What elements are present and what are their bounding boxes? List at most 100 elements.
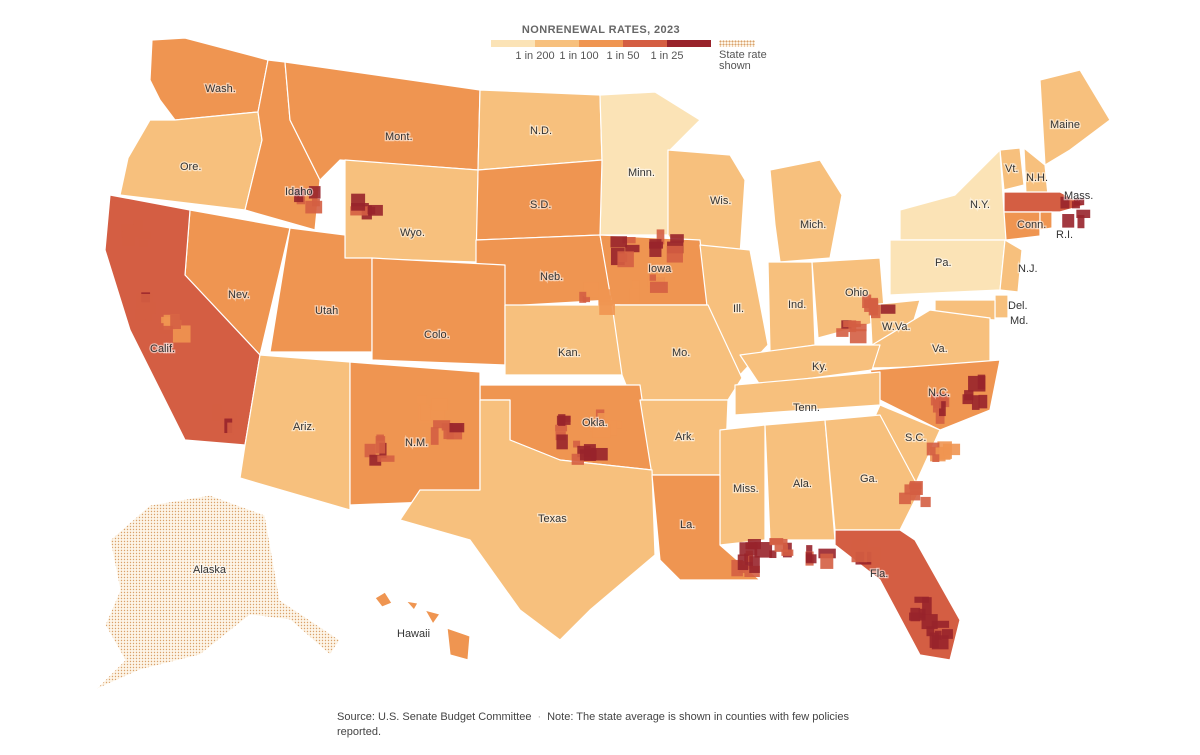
county-cell [856, 539, 868, 548]
county-cell [852, 540, 861, 548]
county-cell [939, 401, 946, 417]
state-shape-texas [399, 399, 656, 641]
county-cell [922, 597, 932, 615]
state-label-texas: Texas [538, 513, 567, 525]
legend-swatch-1 [491, 40, 535, 47]
state-label-ariz: Ariz. [293, 421, 315, 433]
state-shape-ga [824, 414, 921, 531]
state-label-tenn: Tenn. [793, 402, 820, 414]
county-cell [670, 234, 684, 243]
county-cell [656, 229, 665, 245]
state-shape-n-j [999, 239, 1023, 293]
county-cell [420, 404, 429, 421]
state-label-md: Md. [1010, 315, 1028, 327]
state-label-la: La. [680, 519, 695, 531]
county-cell [880, 304, 896, 314]
county-cell [135, 309, 146, 320]
county-cell [350, 206, 369, 216]
state-label-colo: Colo. [424, 329, 450, 341]
state-shape-conn [1003, 211, 1041, 241]
county-cell [556, 415, 571, 425]
note-text: Note: The state average is shown in coun… [337, 711, 849, 738]
county-cell [573, 440, 581, 448]
state-label-iowa: Iowa [648, 263, 672, 275]
state-label-mass: Mass. [1064, 190, 1093, 202]
county-cell [212, 404, 222, 421]
state-shape-r-i [1039, 211, 1053, 231]
county-cell [417, 395, 427, 404]
state-shape-vt [999, 147, 1025, 191]
state-label-s-d: S.D. [530, 199, 551, 211]
county-cell [769, 550, 777, 559]
county-cell [868, 297, 878, 316]
county-cell [632, 280, 640, 289]
county-cell [739, 542, 758, 556]
legend-state-rate-label: State rate shown [719, 49, 767, 72]
county-cell [610, 236, 628, 248]
county-cell [139, 240, 148, 247]
state-label-n-c: N.C. [928, 387, 950, 399]
county-cell [968, 375, 986, 392]
county-cell [910, 607, 921, 622]
county-cell [649, 241, 664, 249]
state-shape-mich [769, 159, 843, 263]
county-cell [909, 481, 923, 495]
county-cell [943, 443, 961, 456]
legend-tick-3: 1 in 50 [606, 50, 640, 62]
county-cell [228, 409, 237, 426]
county-cell [978, 394, 988, 409]
legend-swatch-4 [623, 40, 667, 47]
county-cell [625, 244, 640, 253]
county-cell [851, 544, 867, 563]
county-cell [805, 552, 812, 563]
county-cell [1062, 214, 1075, 228]
county-cell [618, 253, 628, 263]
legend-state-rate-swatch [719, 40, 755, 47]
state-label-w-va: W.Va. [882, 321, 911, 333]
county-cell [932, 454, 940, 462]
state-label-r-i: R.I. [1056, 229, 1073, 241]
county-cell [1077, 214, 1085, 229]
state-label-pa: Pa. [935, 257, 952, 269]
county-cell [556, 434, 568, 450]
state-label-va: Va. [932, 343, 948, 355]
county-cell [227, 422, 234, 435]
county-cell [170, 314, 181, 330]
state-shape-ariz [239, 354, 351, 511]
county-cell [929, 632, 939, 648]
state-label-wis: Wis. [710, 195, 731, 207]
county-cell [377, 455, 395, 462]
county-cell [629, 288, 640, 303]
county-cell [228, 416, 247, 429]
footer-separator: · [537, 711, 542, 723]
state-shape-hawaii [374, 591, 471, 661]
state-label-utah: Utah [315, 305, 338, 317]
state-label-neb: Neb. [540, 271, 563, 283]
state-label-wyo: Wyo. [400, 227, 425, 239]
county-cell [1060, 196, 1070, 209]
county-cell [431, 398, 448, 411]
county-cell [172, 325, 191, 343]
state-label-idaho: Idaho [285, 186, 313, 198]
county-cell [971, 395, 980, 410]
state-label-mich: Mich. [800, 219, 826, 231]
state-label-n-d: N.D. [530, 125, 552, 137]
county-cell [1071, 201, 1080, 209]
legend-title: NONRENEWAL RATES, 2023 [521, 24, 681, 36]
state-label-hawaii: Hawaii [397, 628, 430, 640]
state-label-maine: Maine [1050, 119, 1080, 131]
county-cell [774, 544, 788, 552]
county-cell [579, 291, 587, 303]
state-label-n-m: N.M. [405, 437, 428, 449]
legend-swatch-2 [535, 40, 579, 47]
state-label-ind: Ind. [788, 299, 806, 311]
state-label-vt: Vt. [1005, 163, 1018, 175]
county-cell [737, 554, 749, 571]
state-label-mont: Mont. [385, 131, 413, 143]
county-cell [806, 545, 813, 553]
state-shape-alaska [94, 494, 341, 691]
county-cell [931, 620, 950, 628]
county-cell [926, 626, 935, 637]
state-label-alaska: Alaska [193, 564, 227, 576]
